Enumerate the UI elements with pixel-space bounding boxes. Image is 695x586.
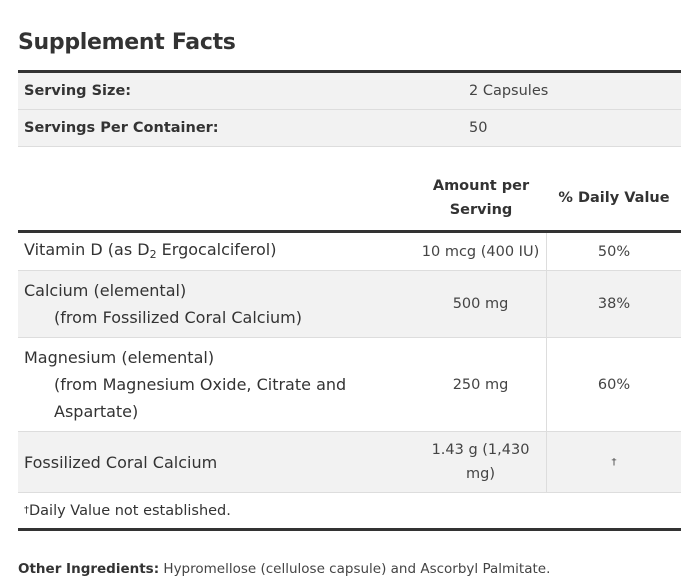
- nutrient-amount: 1.43 g (1,430 mg): [415, 432, 547, 492]
- nutrient-daily-value: 60%: [597, 376, 631, 393]
- nutrient-daily-value: 38%: [597, 296, 631, 312]
- servings-per-container-row: Servings Per Container: 50: [18, 110, 681, 147]
- facts-table-header: Amount per Serving % Daily Value: [18, 165, 681, 233]
- other-ingredients-text: Hypromellose (cellulose capsule) and Asc…: [159, 561, 551, 577]
- nutrient-daily-value: 50%: [597, 243, 631, 260]
- servings-per-container-label: Servings Per Container:: [24, 120, 219, 136]
- nutrient-facts-table: Amount per Serving % Daily Value Vitamin…: [18, 165, 681, 531]
- nutrient-row-magnesium: Magnesium (elemental) (from Magnesium Ox…: [18, 338, 681, 432]
- nutrient-name: Vitamin D (as D2 Ergocalciferol): [18, 233, 415, 270]
- nutrient-row-calcium: Calcium (elemental) (from Fossilized Cor…: [18, 271, 681, 338]
- serving-info-table: Serving Size: 2 Capsules Servings Per Co…: [18, 70, 681, 147]
- nutrient-amount: 10 mcg (400 IU): [415, 233, 547, 270]
- nutrient-name: Calcium (elemental) (from Fossilized Cor…: [18, 271, 415, 337]
- nutrient-daily-value: †: [547, 432, 681, 492]
- footnote-text: Daily Value not established.: [29, 502, 231, 519]
- nutrient-name-text: Fossilized Coral Calcium: [24, 452, 218, 472]
- servings-per-container-value: 50: [469, 120, 488, 136]
- serving-size-label: Serving Size:: [24, 83, 132, 99]
- nutrient-amount-line1: 1.43 g (1,430: [431, 442, 530, 458]
- header-amount-line1: Amount per: [432, 177, 530, 194]
- nutrient-amount: 250 mg: [415, 338, 547, 431]
- nutrient-name: Fossilized Coral Calcium: [18, 432, 415, 492]
- dagger-mark: †: [611, 456, 617, 468]
- header-daily-value: % Daily Value: [558, 189, 670, 206]
- nutrient-name-subscript: 2: [149, 247, 157, 261]
- nutrient-name-pre: Vitamin D (as D: [24, 239, 150, 259]
- nutrient-name-post: Ergocalciferol): [156, 239, 277, 259]
- nutrient-source-line1: (from Magnesium Oxide, Citrate and: [54, 375, 347, 394]
- nutrient-source: (from Fossilized Coral Calcium): [54, 308, 302, 327]
- serving-size-value: 2 Capsules: [469, 83, 549, 99]
- nutrient-name-text: Calcium (elemental): [24, 281, 187, 300]
- serving-size-row: Serving Size: 2 Capsules: [18, 73, 681, 110]
- nutrient-name: Magnesium (elemental) (from Magnesium Ox…: [18, 338, 415, 431]
- footnote-dagger: †: [24, 505, 29, 516]
- nutrient-row-coral-calcium: Fossilized Coral Calcium 1.43 g (1,430 m…: [18, 432, 681, 493]
- nutrient-source-line2: Aspartate): [54, 402, 139, 421]
- nutrient-amount: 500 mg: [415, 271, 547, 337]
- header-amount-per-serving: Amount per Serving: [415, 174, 547, 222]
- nutrient-name-text: Magnesium (elemental): [24, 348, 215, 367]
- header-amount-line2: Serving: [449, 201, 513, 218]
- nutrient-amount-line2: mg): [466, 466, 495, 482]
- nutrient-row-vitamin-d: Vitamin D (as D2 Ergocalciferol) 10 mcg …: [18, 233, 681, 271]
- footnote: † Daily Value not established.: [18, 493, 681, 531]
- page-title: Supplement Facts: [18, 30, 236, 55]
- other-ingredients: Other Ingredients: Hypromellose (cellulo…: [18, 561, 550, 577]
- other-ingredients-label: Other Ingredients:: [18, 561, 160, 577]
